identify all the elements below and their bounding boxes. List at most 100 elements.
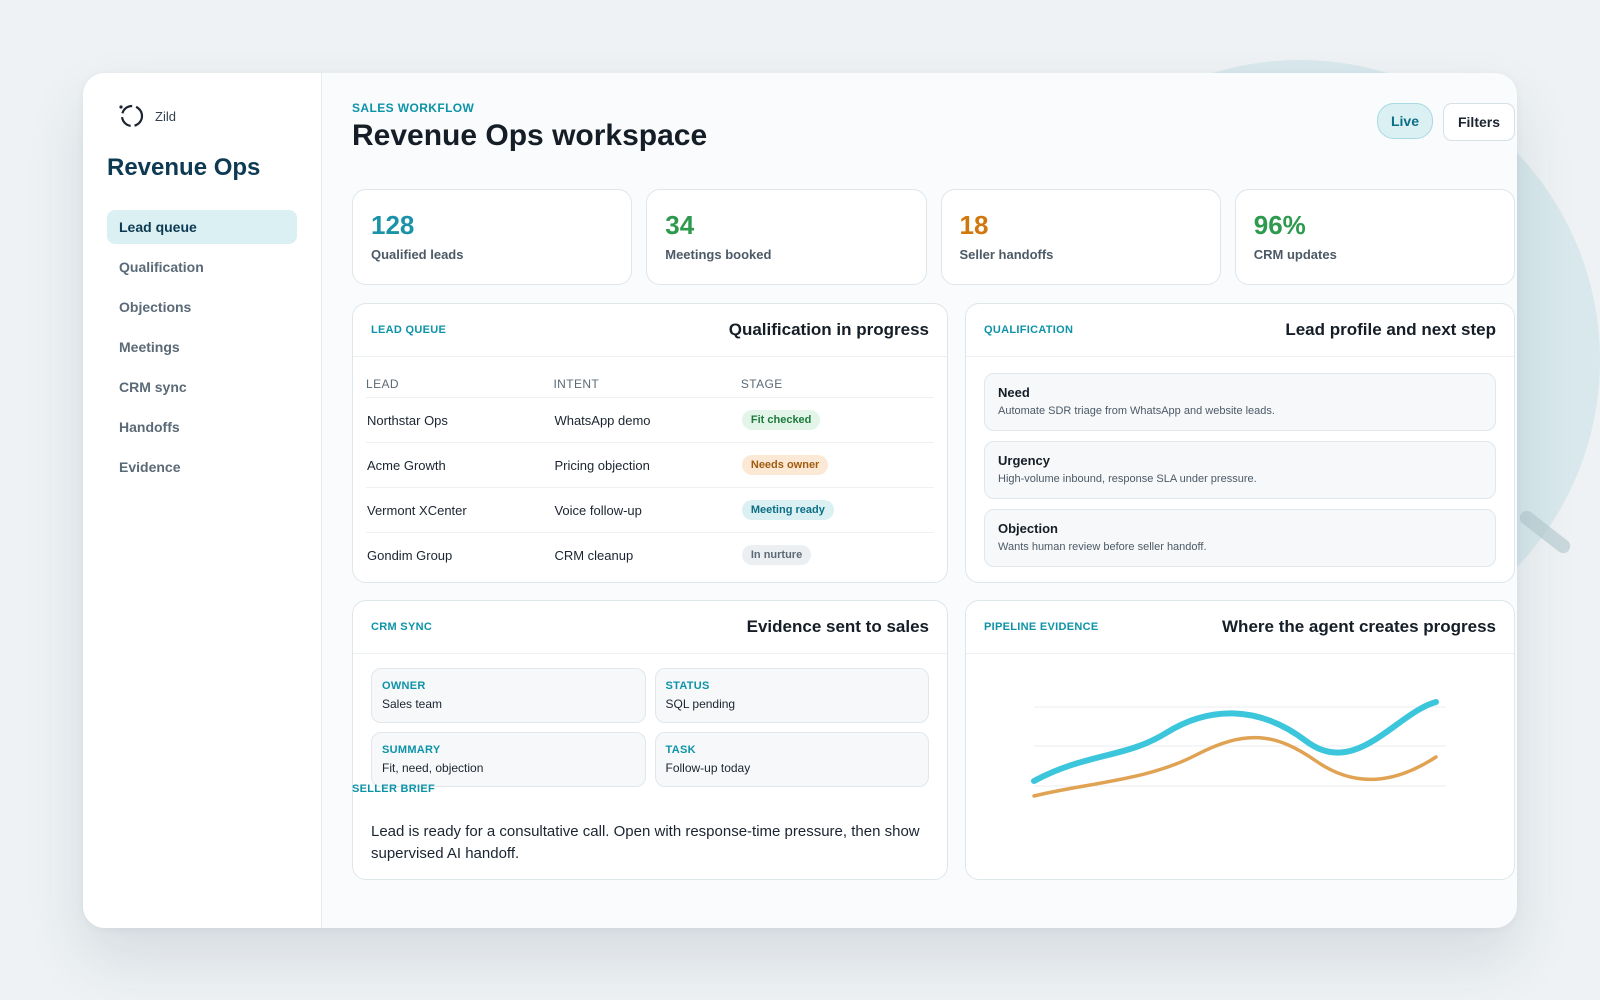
app-title: Revenue Ops: [107, 154, 261, 181]
main-content: SALES WORKFLOW Revenue Ops workspace Liv…: [322, 73, 1517, 928]
kpi-value: 34: [665, 210, 695, 240]
card-title: Where the agent creates progress: [1222, 617, 1496, 636]
card-title: Lead profile and next step: [1285, 320, 1496, 339]
qualification-item-objection[interactable]: Objection Wants human review before sell…: [984, 509, 1496, 567]
page-eyebrow: SALES WORKFLOW: [352, 101, 475, 115]
sidebar-item-lead-queue[interactable]: Lead queue: [107, 210, 297, 244]
crm-field-task: TASK Follow-up today: [654, 732, 929, 787]
kpi-value: 18: [959, 210, 989, 240]
sidebar: Zild Revenue Ops Lead queue Qualificatio…: [83, 73, 322, 928]
lead-queue-card: LEAD QUEUE Qualification in progress LEA…: [352, 303, 948, 583]
seller-brief-tag: SELLER BRIEF: [352, 783, 436, 795]
kpi-label: CRM updates: [1253, 247, 1337, 262]
table-row[interactable]: Acme Growth Pricing objection Needs owne…: [366, 442, 934, 488]
stage-badge: Needs owner: [741, 455, 829, 475]
kpi-card-seller-handoffs: 18 Seller handoffs: [940, 189, 1221, 285]
stage-badge: In nurture: [741, 545, 812, 565]
crm-field-status: STATUS SQL pending: [654, 668, 929, 723]
lead-name: Northstar Ops: [366, 397, 554, 443]
sidebar-nav: Lead queue Qualification Objections Meet…: [107, 210, 297, 484]
stage-badge: Meeting ready: [741, 500, 834, 520]
page-title: Revenue Ops workspace: [352, 119, 708, 152]
kpi-label: Seller handoffs: [959, 247, 1054, 262]
pipeline-chart-svg: [1031, 699, 1446, 798]
sidebar-item-meetings[interactable]: Meetings: [119, 339, 180, 355]
column-header-intent: INTENT: [553, 367, 741, 398]
crm-field-key: SUMMARY: [382, 744, 441, 756]
lead-name: Gondim Group: [367, 547, 453, 563]
live-toggle[interactable]: Live: [1376, 103, 1433, 139]
kpi-card-crm-updates: 96% CRM updates: [1234, 189, 1515, 285]
qualification-item-need[interactable]: Need Automate SDR triage from WhatsApp a…: [984, 373, 1496, 431]
lead-table: LEAD INTENT STAGE Northstar Ops WhatsApp…: [366, 367, 934, 577]
card-header: QUALIFICATION Lead profile and next step: [966, 304, 1514, 357]
kpi-label: Meetings booked: [665, 247, 772, 262]
crm-field-value: SQL pending: [665, 697, 736, 711]
qualification-item-urgency[interactable]: Urgency High-volume inbound, response SL…: [984, 441, 1496, 499]
sidebar-item-qualification[interactable]: Qualification: [119, 259, 204, 275]
crm-field-summary: SUMMARY Fit, need, objection: [371, 732, 646, 787]
qualification-card: QUALIFICATION Lead profile and next step…: [965, 303, 1515, 583]
lead-intent: WhatsApp demo: [553, 397, 741, 443]
table-row[interactable]: Gondim Group CRM cleanup In nurture: [366, 533, 934, 578]
card-header: PIPELINE EVIDENCE Where the agent create…: [966, 601, 1514, 654]
sidebar-item-crm-sync[interactable]: CRM sync: [119, 379, 187, 395]
qualification-key: Objection: [998, 521, 1058, 536]
logo: Zild: [117, 101, 297, 131]
lead-name: Vermont XCenter: [366, 487, 554, 533]
pipeline-evidence-card: PIPELINE EVIDENCE Where the agent create…: [965, 600, 1515, 880]
kpi-value: 128: [371, 210, 415, 240]
crm-field-value: Sales team: [382, 697, 443, 711]
crm-field-key: OWNER: [382, 680, 426, 692]
crm-field-key: STATUS: [665, 680, 710, 692]
card-tag: LEAD QUEUE: [371, 324, 447, 336]
lead-name: Acme Growth: [366, 442, 554, 488]
kpi-row: 128 Qualified leads 34 Meetings booked 1…: [352, 189, 1515, 285]
column-header-stage: STAGE: [740, 367, 934, 398]
crm-sync-card: CRM SYNC Evidence sent to sales OWNER Sa…: [352, 600, 948, 880]
crm-field-value: Fit, need, objection: [382, 761, 484, 775]
series-line-b: [1032, 735, 1438, 798]
seller-brief-text: Lead is ready for a consultative call. O…: [371, 823, 920, 862]
app-window: Zild Revenue Ops Lead queue Qualificatio…: [83, 73, 1517, 928]
qualification-value: Wants human review before seller handoff…: [998, 541, 1207, 553]
logo-icon: [119, 104, 144, 128]
kpi-value: 96%: [1253, 210, 1306, 240]
crm-fields: OWNER Sales team STATUS SQL pending SUMM…: [353, 654, 947, 787]
sidebar-item-evidence[interactable]: Evidence: [119, 459, 181, 475]
card-tag: PIPELINE EVIDENCE: [984, 621, 1099, 633]
kpi-card-qualified-leads: 128 Qualified leads: [352, 189, 633, 285]
qualification-value: Automate SDR triage from WhatsApp and we…: [998, 405, 1275, 417]
crm-field-key: TASK: [665, 744, 696, 756]
card-header: LEAD QUEUE Qualification in progress: [353, 304, 947, 357]
series-line-a: [1031, 699, 1439, 784]
crm-field-owner: OWNER Sales team: [371, 668, 646, 723]
qualification-key: Urgency: [998, 453, 1051, 468]
lead-intent: Pricing objection: [553, 442, 741, 488]
qualification-key: Need: [998, 385, 1030, 400]
kpi-card-meetings-booked: 34 Meetings booked: [646, 189, 927, 285]
qualification-value: High-volume inbound, response SLA under …: [998, 473, 1257, 485]
lead-intent: Voice follow-up: [553, 487, 741, 533]
lead-intent: CRM cleanup: [554, 547, 634, 563]
table-row[interactable]: Vermont XCenter Voice follow-up Meeting …: [366, 487, 934, 533]
table-header-row: LEAD INTENT STAGE: [366, 367, 934, 398]
column-header-lead: LEAD: [366, 367, 554, 398]
card-tag: CRM SYNC: [371, 621, 433, 633]
table-row[interactable]: Northstar Ops WhatsApp demo Fit checked: [366, 397, 934, 443]
sidebar-item-objections[interactable]: Objections: [119, 299, 192, 315]
top-actions: Live Filters: [1376, 103, 1515, 141]
stage-badge: Fit checked: [741, 410, 821, 430]
qualification-list: Need Automate SDR triage from WhatsApp a…: [966, 357, 1514, 567]
card-tag: QUALIFICATION: [984, 324, 1074, 336]
pipeline-chart: [1026, 693, 1456, 813]
panel-grid: LEAD QUEUE Qualification in progress LEA…: [352, 303, 1515, 880]
logo-text: Zild: [155, 108, 176, 124]
card-header: CRM SYNC Evidence sent to sales: [353, 601, 947, 654]
card-title: Qualification in progress: [728, 320, 929, 339]
card-title: Evidence sent to sales: [746, 617, 929, 636]
kpi-label: Qualified leads: [371, 247, 464, 262]
filters-button[interactable]: Filters: [1442, 103, 1515, 141]
sidebar-item-handoffs[interactable]: Handoffs: [119, 419, 180, 435]
crm-field-value: Follow-up today: [665, 761, 751, 775]
